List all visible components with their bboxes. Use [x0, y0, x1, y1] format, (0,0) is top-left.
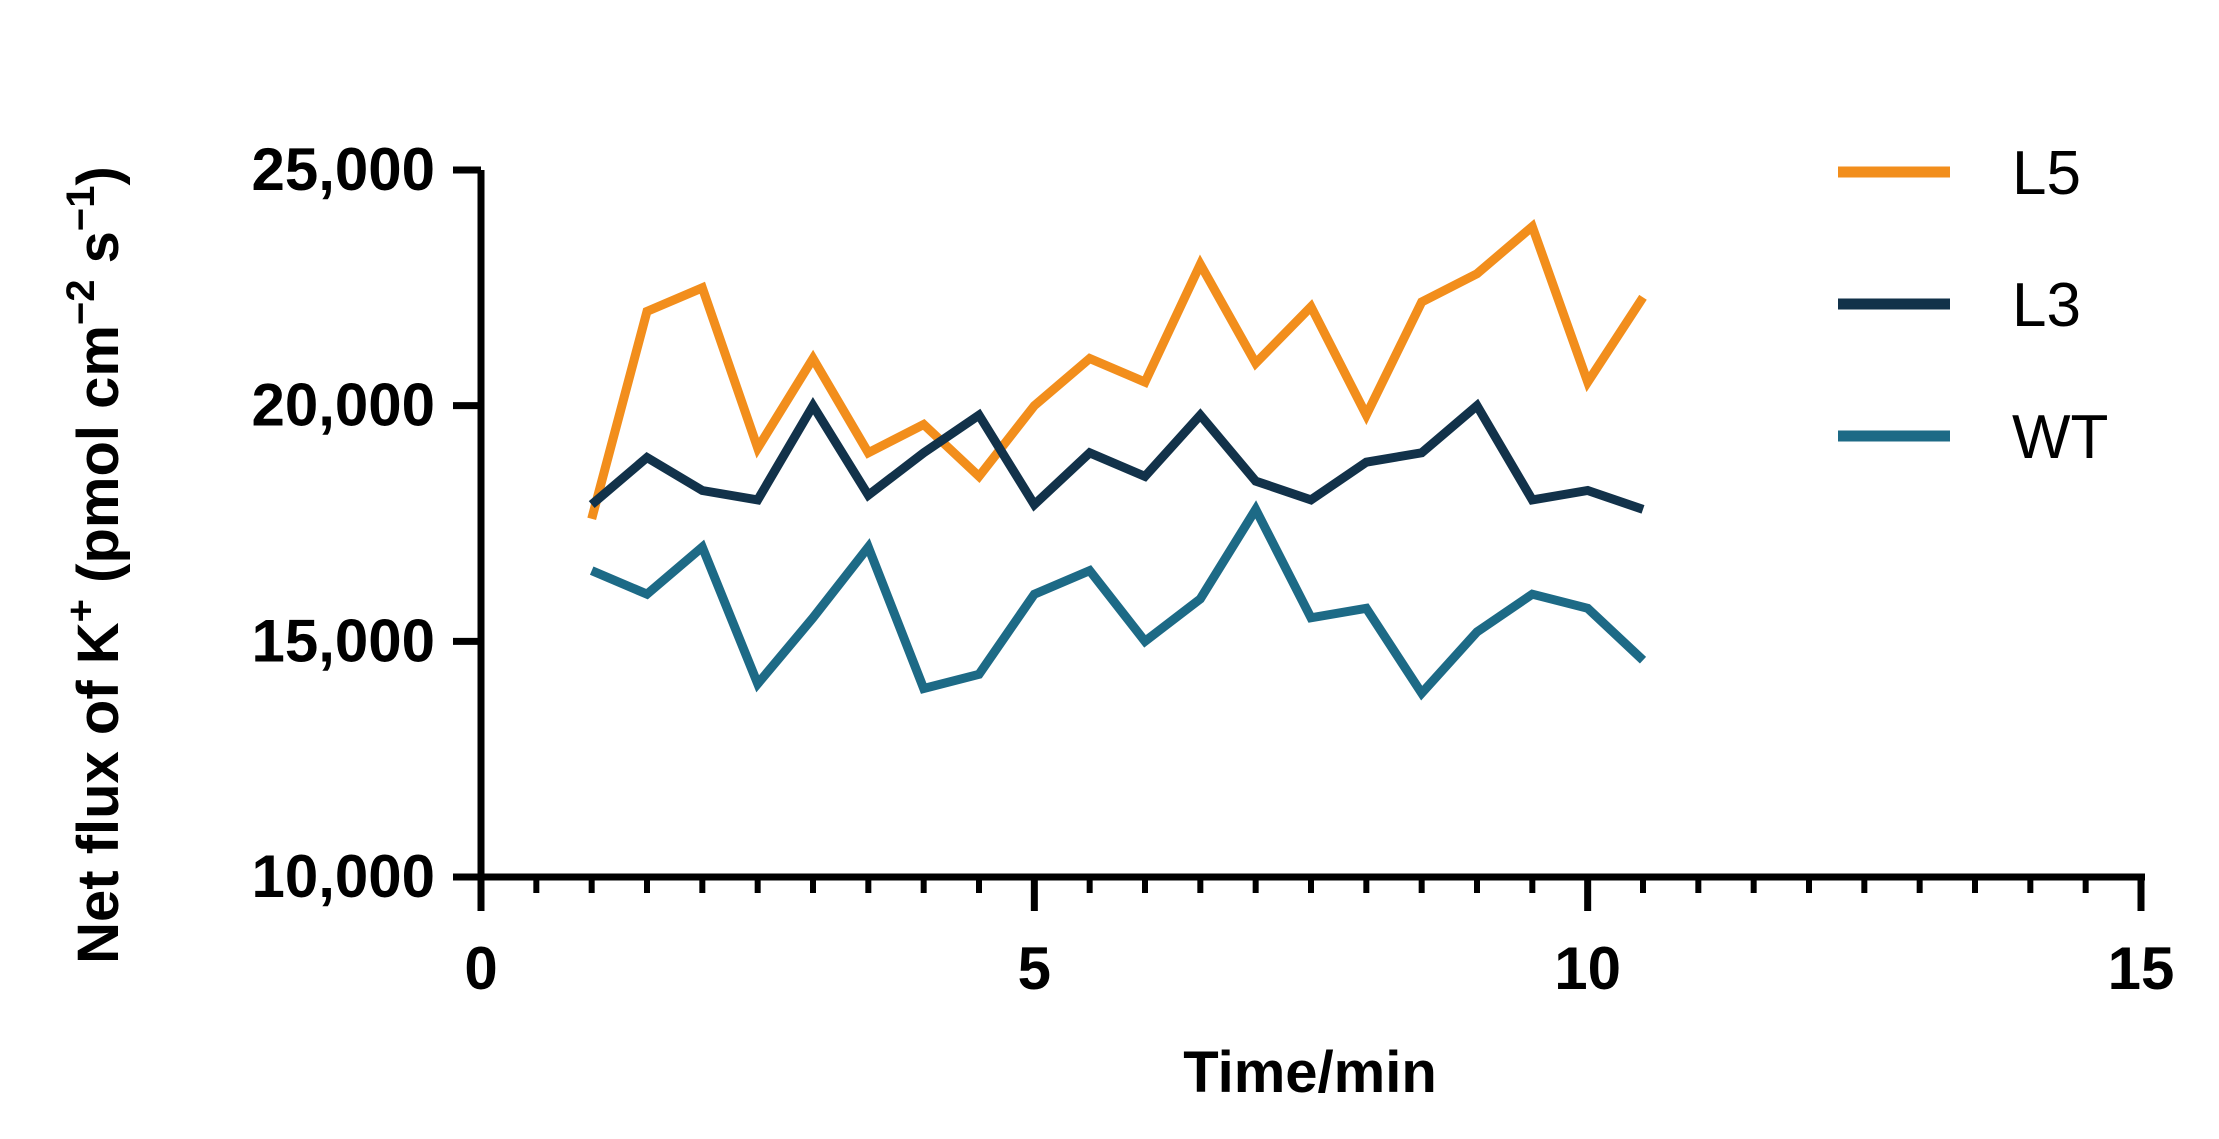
x-tick-label: 5 — [1018, 935, 1051, 1002]
y-tick-label: 15,000 — [251, 607, 435, 674]
series-line-wt — [589, 500, 1647, 701]
y-axis-title-base: Net flux of K — [66, 622, 131, 964]
x-tick-label: 15 — [2108, 935, 2175, 1002]
y-tick-label: 10,000 — [251, 843, 435, 910]
y-axis-title-close: ) — [66, 166, 131, 185]
y-axis-title-s: s — [66, 231, 131, 279]
y-tick-label: 20,000 — [251, 372, 435, 439]
y-axis-title-cm-exponent: −2 — [59, 279, 103, 325]
y-axis-title-unit: (pmol cm — [66, 325, 131, 599]
y-tick-label: 25,000 — [251, 136, 435, 203]
y-axis-title-ion-superscript: + — [59, 599, 103, 622]
y-axis-title-s-exponent: −1 — [59, 185, 103, 231]
series-line-l3 — [588, 396, 1645, 514]
x-tick-label: 10 — [1554, 935, 1621, 1002]
y-axis-title: Net flux of K+ (pmol cm−2 s−1) — [59, 166, 131, 964]
series-layer — [587, 218, 1647, 701]
x-tick-label: 0 — [464, 935, 497, 1002]
x-axis-title: Time/min — [1183, 1040, 1437, 1105]
legend-label-l5: L5 — [2012, 139, 2081, 208]
legend-label-wt: WT — [2012, 403, 2108, 472]
series-line-l5 — [587, 218, 1647, 520]
axes-layer: 10,000 15,000 20,000 25,000 0 5 10 15 — [251, 136, 2174, 1002]
legend-label-l3: L3 — [2012, 271, 2081, 340]
legend: L5 L3 WT — [1838, 139, 2108, 472]
